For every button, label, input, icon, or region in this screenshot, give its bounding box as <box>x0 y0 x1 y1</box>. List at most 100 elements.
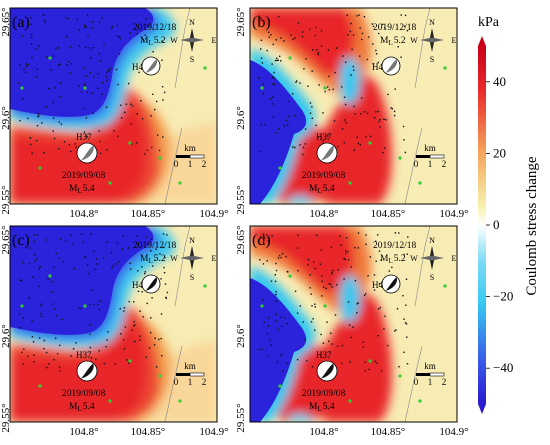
y-tick-label: 29.65° <box>0 7 12 36</box>
y-tick-label: 29.6° <box>235 106 247 130</box>
panel-frame <box>9 225 218 423</box>
colorbar-tick-label: 40 <box>493 74 506 89</box>
axis-ticks: 29.65° 29.6° 29.55° 104.8° 104.85° 104.9° <box>0 7 229 220</box>
panel-frame <box>9 7 218 205</box>
panel-2-overlay: (c) N E S W 2019/12/18 ML5.2 H42 H37 2019/09/08 ML… <box>0 225 229 438</box>
panel-letter: (b) <box>252 14 271 31</box>
panel-a-map <box>10 8 217 204</box>
colorbar-tick-label: −40 <box>493 360 513 375</box>
event-top-id: H42 <box>372 62 388 72</box>
x-tick-label: 104.8° <box>309 426 338 438</box>
axis-ticks: 29.65° 29.6° 29.55° 104.8° 104.85° 104.9° <box>235 225 469 438</box>
fault-lines <box>164 7 191 205</box>
focal-mechanism-h37 <box>316 360 338 382</box>
scale-tick: 0 <box>414 159 419 169</box>
compass-w: W <box>410 36 418 45</box>
y-tick-label: 29.6° <box>235 324 247 348</box>
axis-ticks: 29.65° 29.6° 29.55° 104.8° 104.85° 104.9° <box>235 7 469 220</box>
fault-lines <box>404 7 431 205</box>
event-bottom-id: H37 <box>76 350 92 360</box>
compass-e: E <box>212 254 217 263</box>
compass-rose: N E S W <box>410 236 456 282</box>
seismicity-dots <box>18 233 169 372</box>
scale-tick: 0 <box>174 159 179 169</box>
y-tick-label: 29.6° <box>0 324 12 348</box>
x-tick-label: 104.9° <box>439 426 468 438</box>
x-tick-label: 104.8° <box>69 426 98 438</box>
y-tick-label: 29.55° <box>235 185 247 214</box>
compass-s: S <box>430 55 434 64</box>
event-top-magnitude: ML5.2 <box>140 254 166 265</box>
y-tick-label: 29.65° <box>0 225 12 254</box>
panel-letter: (c) <box>12 232 30 249</box>
seismicity-dots <box>258 232 409 372</box>
event-bottom-magnitude: ML5.4 <box>309 184 335 195</box>
scale-tick: 1 <box>188 377 193 387</box>
x-tick-label: 104.9° <box>199 208 228 220</box>
scale-unit: km <box>184 361 196 371</box>
event-bottom-id: H37 <box>316 132 332 142</box>
event-top-id: H42 <box>372 280 388 290</box>
event-bottom-id: H37 <box>316 350 332 360</box>
scale-bar: km 0 1 2 <box>414 143 447 169</box>
seismicity-dots <box>258 14 409 156</box>
colorbar-gradient <box>478 46 486 404</box>
event-bottom-magnitude: ML5.4 <box>69 402 95 413</box>
panel-letter: (d) <box>252 232 271 249</box>
event-top-id: H42 <box>132 280 148 290</box>
compass-n: N <box>189 236 195 245</box>
event-bottom-id: H37 <box>76 132 92 142</box>
station-dots <box>260 274 447 403</box>
panel-d-map <box>250 226 457 422</box>
compass-e: E <box>452 254 457 263</box>
compass-e: E <box>452 36 457 45</box>
event-top-date: 2019/12/18 <box>133 23 177 33</box>
event-bottom-date: 2019/09/08 <box>62 389 106 399</box>
colorbar-tick-label: 20 <box>493 145 506 160</box>
y-tick-label: 29.65° <box>235 7 247 36</box>
focal-mechanism-h42 <box>381 56 401 76</box>
panel-frame <box>249 225 458 423</box>
compass-e: E <box>212 36 217 45</box>
event-top-id: H42 <box>132 62 148 72</box>
station-dots <box>20 274 207 403</box>
fault-lines <box>164 225 191 423</box>
x-tick-label: 104.85° <box>371 426 406 438</box>
scale-tick: 0 <box>414 377 419 387</box>
compass-n: N <box>429 236 435 245</box>
event-top-date: 2019/12/18 <box>133 241 177 251</box>
x-tick-label: 104.9° <box>439 208 468 220</box>
y-tick-label: 29.65° <box>235 225 247 254</box>
y-tick-label: 29.6° <box>0 106 12 130</box>
scale-tick: 2 <box>202 159 207 169</box>
panel-0-overlay: (a) N E S W 2019/12/18 ML5.2 H42 H37 2019/09/08 ML… <box>0 7 229 220</box>
x-tick-label: 104.8° <box>309 208 338 220</box>
panel-3-overlay: (d) N E S W 2019/12/18 ML5.2 H42 H37 2019/09/08 ML… <box>235 225 469 438</box>
event-top-magnitude: ML5.2 <box>380 254 406 265</box>
event-bottom-date: 2019/09/08 <box>302 171 346 181</box>
compass-rose: N E S W <box>170 236 216 282</box>
scale-tick: 2 <box>442 377 447 387</box>
y-tick-label: 29.55° <box>0 403 12 432</box>
focal-mechanism-h37 <box>316 142 338 164</box>
colorbar-tick-label: −20 <box>493 289 513 304</box>
axis-ticks: 29.65° 29.6° 29.55° 104.8° 104.85° 104.9° <box>0 225 229 438</box>
colorbar-unit: kPa <box>478 15 500 30</box>
event-bottom-magnitude: ML5.4 <box>69 184 95 195</box>
compass-w: W <box>410 254 418 263</box>
colorbar-bottom-arrow <box>478 404 486 414</box>
event-top-magnitude: ML5.2 <box>140 36 166 47</box>
station-dots <box>260 56 447 185</box>
panel-frame <box>249 7 458 205</box>
seismicity-dots <box>18 14 166 155</box>
event-top-magnitude: ML5.2 <box>380 36 406 47</box>
event-bottom-date: 2019/09/08 <box>62 171 106 181</box>
scale-bar: km 0 1 2 <box>414 361 447 387</box>
compass-s: S <box>190 273 194 282</box>
x-tick-label: 104.8° <box>69 208 98 220</box>
event-bottom-magnitude: ML5.4 <box>309 402 335 413</box>
compass-rose: N E S W <box>170 18 216 64</box>
compass-s: S <box>430 273 434 282</box>
scale-tick: 1 <box>188 159 193 169</box>
